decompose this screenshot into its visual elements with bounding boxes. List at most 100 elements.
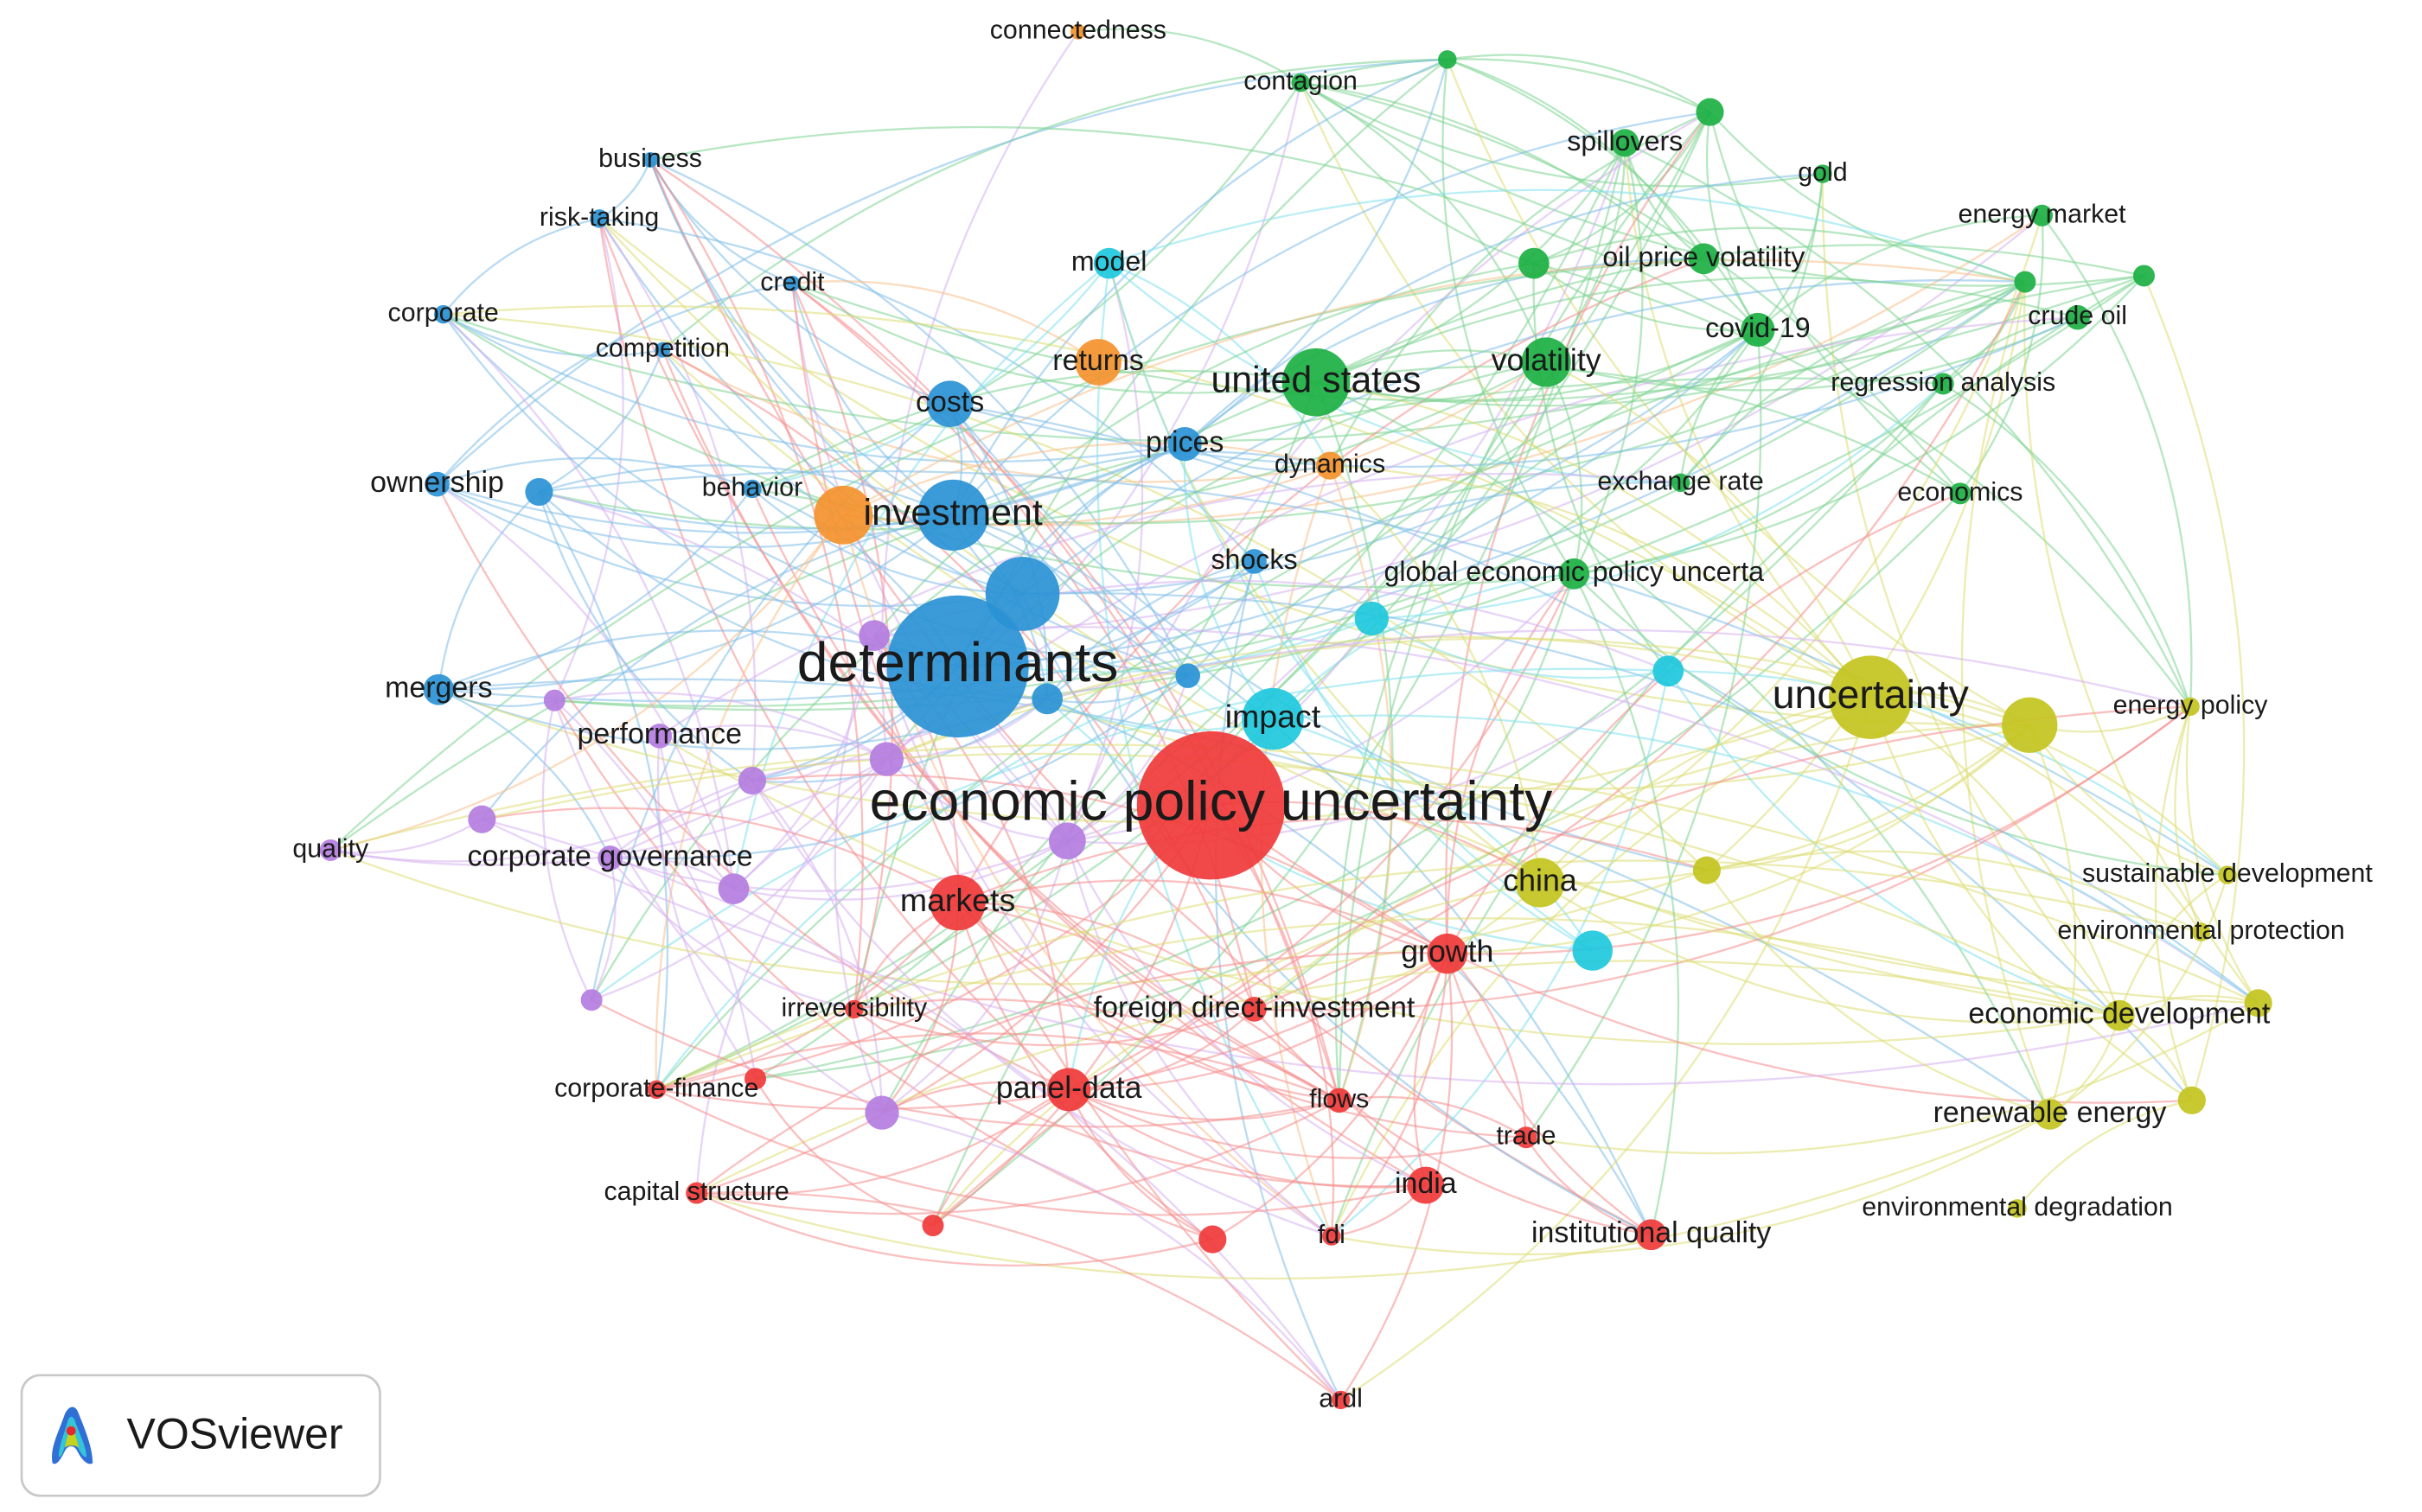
edge	[1300, 81, 1548, 363]
edge	[751, 774, 1448, 955]
edge	[1315, 381, 1872, 699]
node	[1331, 1390, 1351, 1410]
edge	[842, 258, 2026, 516]
edge	[2118, 994, 2259, 1017]
node	[647, 723, 673, 749]
edge	[1446, 572, 1575, 954]
node	[1048, 822, 1086, 860]
node	[1242, 687, 1304, 750]
node-label: gold	[1798, 158, 1847, 187]
node-label: corporate governance	[468, 839, 753, 872]
edge	[443, 304, 1871, 699]
edge	[438, 514, 954, 692]
edge	[591, 403, 951, 1000]
edge	[1315, 329, 1759, 401]
edge	[482, 818, 1342, 1401]
node	[2177, 1086, 2206, 1114]
edge	[1046, 481, 1681, 700]
edge	[1300, 58, 1710, 113]
edge	[655, 142, 1626, 1091]
node	[1515, 1126, 1537, 1149]
node	[1518, 247, 1550, 279]
edge	[437, 483, 954, 549]
edge	[442, 313, 735, 890]
node	[1515, 858, 1565, 908]
edge	[329, 743, 2259, 1005]
node-label: costs	[916, 386, 984, 418]
node-label: irreversibility	[782, 993, 929, 1022]
edge	[1539, 882, 2120, 1024]
edge	[1668, 670, 2228, 876]
edge	[751, 780, 1332, 1238]
edge	[539, 469, 2228, 877]
node-label: dynamics	[1275, 450, 1385, 479]
edge	[1667, 670, 2120, 1017]
edge	[853, 998, 1340, 1101]
edge	[443, 281, 2026, 443]
edge	[1184, 59, 1448, 445]
edge	[695, 758, 888, 1194]
node	[1671, 473, 1690, 493]
edge	[1331, 1113, 2051, 1256]
edge	[1445, 111, 1711, 954]
edge	[655, 902, 959, 1091]
node	[433, 304, 453, 324]
node-label: environmental protection	[2057, 916, 2344, 945]
node	[2002, 697, 2058, 753]
edge	[553, 699, 757, 1080]
edge	[610, 839, 1068, 892]
node	[1635, 1219, 1667, 1251]
node-label: business	[598, 144, 702, 173]
node-label: institutional quality	[1531, 1216, 1771, 1249]
edge	[1942, 316, 2078, 385]
edge	[696, 1088, 1070, 1196]
edge	[1214, 561, 1342, 1400]
edge	[538, 349, 664, 494]
edge	[554, 692, 887, 761]
logo-shape	[65, 1424, 80, 1448]
edge	[1066, 840, 1427, 1187]
node	[1291, 73, 1310, 93]
node-label: risk-taking	[540, 203, 659, 232]
edge	[442, 217, 600, 316]
edge	[1046, 560, 1255, 700]
node	[1813, 164, 1832, 183]
edge	[1533, 226, 2026, 284]
node-label: crude oil	[2028, 302, 2127, 330]
edge	[952, 450, 1331, 516]
node	[590, 209, 609, 228]
node	[642, 152, 658, 168]
edge	[1441, 59, 1575, 575]
node	[468, 805, 496, 833]
edge	[1109, 188, 2026, 284]
edge	[2143, 275, 2246, 1101]
edge	[853, 1008, 1255, 1047]
edge	[1096, 263, 1332, 1237]
edge	[1533, 112, 1711, 265]
edge	[1184, 258, 1704, 445]
node	[319, 839, 342, 861]
node	[865, 1095, 899, 1130]
node	[655, 341, 671, 358]
node	[1949, 482, 1971, 505]
node-label: covid-19	[1705, 312, 1811, 343]
edge	[655, 514, 845, 1090]
edge	[1253, 560, 1594, 952]
edge	[949, 403, 1189, 677]
edge	[696, 1099, 1340, 1215]
edge	[656, 736, 757, 1080]
node	[2104, 999, 2135, 1031]
edge	[1709, 111, 2026, 284]
edge	[330, 818, 482, 854]
edge	[1046, 698, 1652, 1235]
edge	[649, 125, 1759, 331]
edge	[436, 483, 1070, 1091]
edge	[329, 849, 1708, 986]
node	[1427, 933, 1468, 974]
edge	[1545, 316, 2079, 392]
node	[886, 595, 1029, 738]
edge	[1525, 1002, 2259, 1155]
edge	[1253, 1008, 1652, 1236]
edge	[1315, 276, 2078, 384]
node-label: oil price volatility	[1602, 241, 1805, 272]
